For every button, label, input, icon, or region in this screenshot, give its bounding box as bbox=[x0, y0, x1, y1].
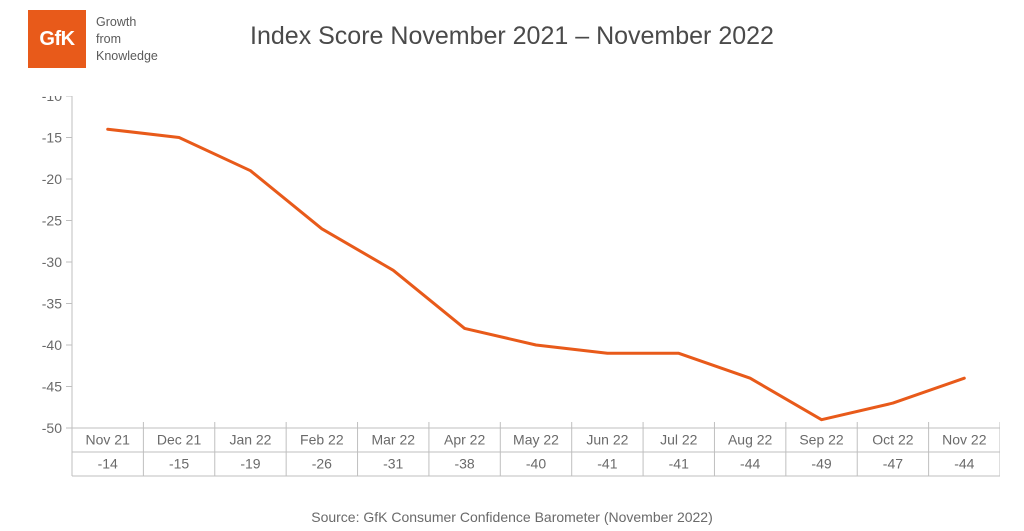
svg-text:-50: -50 bbox=[42, 420, 62, 436]
svg-text:-20: -20 bbox=[42, 171, 62, 187]
svg-text:-40: -40 bbox=[42, 337, 62, 353]
svg-text:-31: -31 bbox=[383, 455, 403, 471]
svg-text:-15: -15 bbox=[169, 455, 189, 471]
line-chart-svg: -10 -15 -20 -25 -30 -35 -40 -45 -50 Nov 21 -14 Dec … bbox=[28, 96, 1000, 484]
svg-text:-44: -44 bbox=[954, 455, 974, 471]
svg-text:-14: -14 bbox=[98, 455, 118, 471]
svg-text:-10: -10 bbox=[42, 96, 62, 104]
svg-text:Apr 22: Apr 22 bbox=[444, 431, 485, 447]
svg-text:-26: -26 bbox=[312, 455, 332, 471]
svg-text:Oct 22: Oct 22 bbox=[872, 431, 913, 447]
svg-text:-41: -41 bbox=[669, 455, 689, 471]
svg-text:Feb 22: Feb 22 bbox=[300, 431, 344, 447]
svg-text:-35: -35 bbox=[42, 296, 62, 312]
svg-text:Dec 21: Dec 21 bbox=[157, 431, 202, 447]
svg-text:Nov 21: Nov 21 bbox=[86, 431, 131, 447]
source-caption: Source: GfK Consumer Confidence Baromete… bbox=[0, 509, 1024, 525]
svg-text:Jan 22: Jan 22 bbox=[229, 431, 271, 447]
svg-text:-45: -45 bbox=[42, 379, 62, 395]
svg-text:-15: -15 bbox=[42, 130, 62, 146]
svg-text:-47: -47 bbox=[883, 455, 903, 471]
svg-text:May 22: May 22 bbox=[513, 431, 559, 447]
svg-text:-40: -40 bbox=[526, 455, 546, 471]
svg-text:Nov 22: Nov 22 bbox=[942, 431, 987, 447]
svg-text:-25: -25 bbox=[42, 213, 62, 229]
svg-text:Jun 22: Jun 22 bbox=[586, 431, 628, 447]
chart-area: -10-15-20-25-30-35-40-45-50Nov 21-14Dec … bbox=[28, 96, 1000, 464]
svg-text:-41: -41 bbox=[597, 455, 617, 471]
svg-text:Jul 22: Jul 22 bbox=[660, 431, 698, 447]
svg-text:Aug 22: Aug 22 bbox=[728, 431, 773, 447]
svg-text:Sep 22: Sep 22 bbox=[799, 431, 844, 447]
svg-text:-38: -38 bbox=[454, 455, 474, 471]
svg-text:Mar 22: Mar 22 bbox=[371, 431, 415, 447]
svg-text:-44: -44 bbox=[740, 455, 760, 471]
svg-text:-19: -19 bbox=[240, 455, 260, 471]
svg-text:-30: -30 bbox=[42, 254, 62, 270]
chart-title: Index Score November 2021 – November 202… bbox=[0, 22, 1024, 51]
svg-text:-49: -49 bbox=[811, 455, 831, 471]
